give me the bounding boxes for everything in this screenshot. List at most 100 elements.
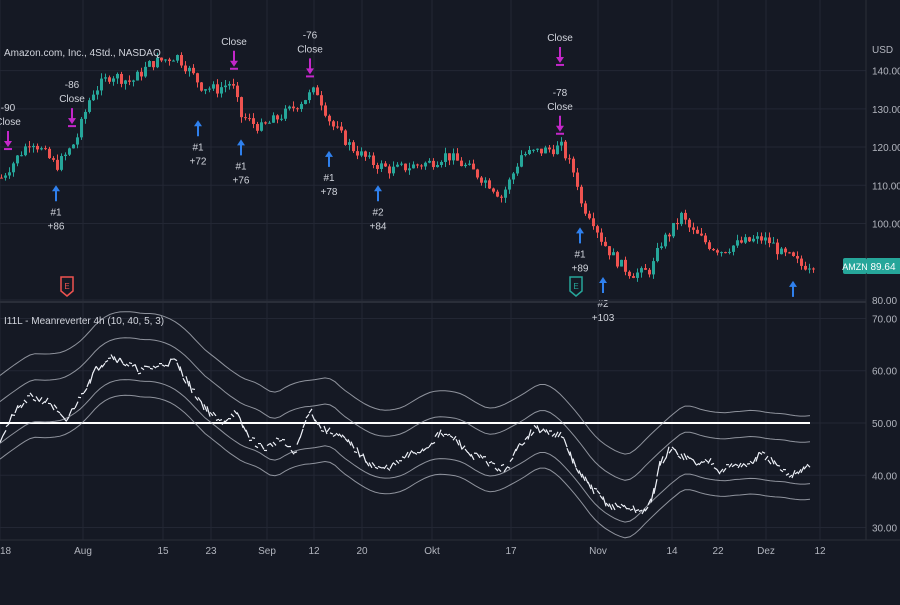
candle-body: [164, 60, 167, 61]
symbol-info-label[interactable]: Amazon.com, Inc., 4Std., NASDAQ: [4, 48, 161, 59]
signal-label: Close: [547, 102, 573, 113]
candle-body: [120, 74, 123, 84]
candle-body: [236, 86, 239, 97]
candle-body: [92, 95, 95, 101]
candle-body: [116, 74, 119, 78]
candle-body: [652, 261, 655, 274]
candle-body: [668, 235, 671, 237]
candle-body: [744, 237, 747, 242]
candle-body: [36, 146, 39, 149]
candle-body: [680, 213, 683, 224]
candle-body: [792, 252, 795, 256]
indicator-label[interactable]: I11L - Meanreverter 4h (10, 40, 5, 3): [4, 316, 164, 327]
candle-body: [420, 165, 423, 166]
candle-body: [600, 233, 603, 242]
candle-body: [204, 89, 207, 91]
candle-body: [720, 252, 723, 253]
osc-tick-label: 60.00: [872, 367, 897, 378]
candle-body: [152, 61, 155, 67]
candle-body: [612, 252, 615, 255]
candle-body: [512, 173, 515, 179]
signal-label: -76: [303, 30, 318, 41]
oscillator-segment: [777, 465, 780, 466]
candle-body: [260, 122, 263, 130]
candle-body: [560, 142, 563, 146]
candle-body: [456, 153, 459, 160]
candle-body: [740, 240, 743, 242]
candle-body: [376, 165, 379, 169]
candle-body: [576, 173, 579, 187]
time-tick-label: 12: [814, 546, 826, 557]
candle-body: [752, 239, 755, 242]
price-tick-label: 80.00: [872, 296, 897, 307]
candle-body: [728, 252, 731, 253]
candle-body: [476, 169, 479, 177]
signal-label: #1: [50, 207, 62, 218]
candle-body: [568, 158, 571, 159]
time-tick-label: 15: [157, 546, 169, 557]
candle-body: [332, 121, 335, 126]
signal-label: +72: [190, 156, 207, 167]
candle-body: [284, 109, 287, 119]
candle-body: [408, 168, 411, 170]
oscillator-segment: [279, 440, 282, 441]
candle-body: [436, 165, 439, 167]
candle-body: [44, 148, 47, 149]
last-price-badge: AMZN 89.64: [842, 258, 900, 274]
candle-body: [648, 270, 651, 275]
candle-body: [200, 82, 203, 90]
candle-body: [304, 100, 307, 104]
price-tick-label: 120.00: [872, 143, 900, 154]
candle-body: [24, 146, 27, 155]
candle-body: [676, 223, 679, 224]
candle-body: [216, 84, 219, 93]
signal-label: +103: [592, 313, 615, 324]
signal-label: +89: [572, 263, 589, 274]
oscillator-segment: [147, 367, 150, 368]
candle-body: [780, 249, 783, 255]
candle-body: [808, 268, 811, 269]
candle-body: [500, 197, 503, 198]
candle-body: [656, 248, 659, 261]
candle-body: [352, 142, 355, 151]
time-tick-label: Nov: [589, 546, 607, 557]
earnings-label: E: [64, 282, 69, 291]
candle-body: [336, 127, 339, 128]
candle-body: [556, 146, 559, 155]
osc-tick-label: 30.00: [872, 524, 897, 535]
candle-body: [320, 95, 323, 105]
candle-body: [692, 227, 695, 229]
candle-body: [196, 73, 199, 82]
candle-body: [784, 249, 787, 253]
candle-body: [508, 179, 511, 189]
price-tick-label: 140.00: [872, 67, 900, 78]
time-tick-label: 12: [308, 546, 320, 557]
candle-body: [632, 276, 635, 278]
candle-body: [460, 161, 463, 166]
candle-body: [520, 155, 523, 167]
candle-body: [104, 77, 107, 78]
osc-tick-label: 50.00: [872, 419, 897, 430]
candle-body: [256, 124, 259, 131]
candle-body: [140, 72, 143, 77]
candle-body: [756, 236, 759, 239]
candle-body: [700, 234, 703, 236]
candle-body: [664, 235, 667, 247]
candle-body: [252, 118, 255, 124]
candle-body: [96, 90, 99, 94]
candle-body: [444, 153, 447, 162]
candle-body: [588, 214, 591, 219]
oscillator-segment: [150, 368, 153, 369]
candle-body: [480, 178, 483, 183]
oscillator-segment: [165, 365, 168, 366]
candle-body: [232, 84, 235, 86]
candle-body: [380, 163, 383, 169]
candle-body: [768, 237, 771, 243]
candle-body: [788, 252, 791, 253]
candle-body: [88, 100, 91, 112]
candle-body: [736, 240, 739, 245]
oscillator-segment: [81, 393, 84, 394]
candle-body: [136, 72, 139, 81]
